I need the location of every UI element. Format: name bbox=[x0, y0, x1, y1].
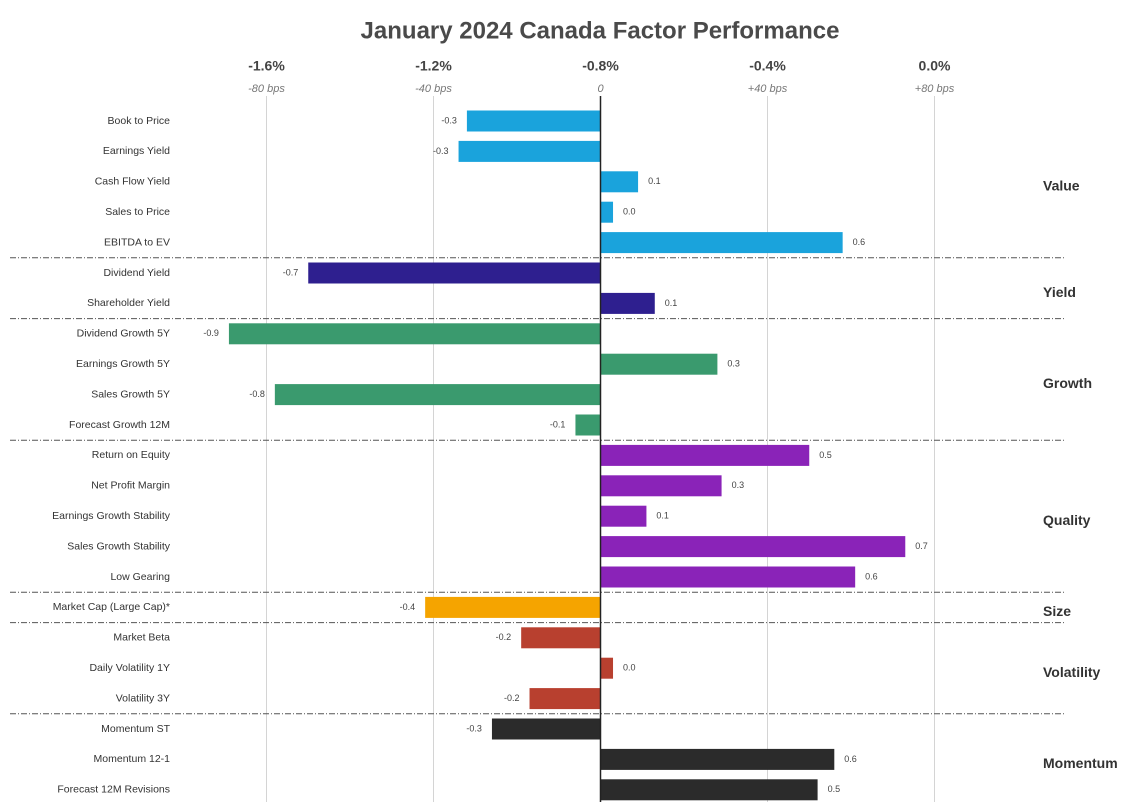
value-label: -0.2 bbox=[504, 693, 520, 703]
category-label: Market Cap (Large Cap)* bbox=[53, 601, 170, 613]
value-label: -0.3 bbox=[441, 115, 457, 125]
x-tick-label: 0.0% bbox=[919, 58, 951, 74]
group-label: Growth bbox=[1043, 375, 1092, 391]
x-tick-sublabel: -40 bps bbox=[415, 83, 452, 95]
value-label: -0.2 bbox=[496, 632, 512, 642]
category-label: Volatility 3Y bbox=[116, 692, 170, 704]
category-label: Shareholder Yield bbox=[87, 297, 170, 309]
bar bbox=[600, 232, 843, 254]
bar bbox=[600, 292, 655, 314]
value-label: -0.1 bbox=[550, 419, 566, 429]
bar bbox=[600, 171, 639, 193]
bar bbox=[600, 475, 722, 497]
category-label: Earnings Yield bbox=[103, 145, 170, 157]
x-tick-label: -1.6% bbox=[248, 58, 285, 74]
x-tick-sublabel: 0 bbox=[597, 83, 604, 95]
bar bbox=[600, 566, 856, 588]
value-label: 0.1 bbox=[665, 298, 678, 308]
value-label: 0.6 bbox=[853, 237, 866, 247]
bar bbox=[529, 688, 601, 710]
bar bbox=[308, 262, 601, 284]
bar bbox=[521, 627, 601, 649]
x-tick-sublabel: -80 bps bbox=[248, 83, 285, 95]
category-label: Return on Equity bbox=[92, 449, 171, 461]
value-label: 0.0 bbox=[623, 207, 636, 217]
x-tick-sublabel: +40 bps bbox=[748, 83, 788, 95]
bar bbox=[600, 536, 906, 558]
bar bbox=[600, 444, 810, 466]
group-label: Size bbox=[1043, 603, 1071, 619]
x-tick-label: -1.2% bbox=[415, 58, 452, 74]
category-label: Momentum ST bbox=[101, 723, 170, 735]
value-label: 0.6 bbox=[844, 754, 857, 764]
value-label: 0.1 bbox=[648, 176, 661, 186]
category-label: Sales Growth Stability bbox=[67, 540, 170, 552]
value-label: -0.7 bbox=[283, 267, 299, 277]
group-label: Momentum bbox=[1043, 755, 1118, 771]
bar bbox=[600, 748, 835, 770]
value-label: -0.4 bbox=[400, 602, 416, 612]
group-label: Yield bbox=[1043, 284, 1076, 300]
x-tick-label: -0.8% bbox=[582, 58, 619, 74]
category-label: Sales Growth 5Y bbox=[91, 388, 170, 400]
bar bbox=[491, 718, 601, 740]
value-label: -0.3 bbox=[433, 146, 449, 156]
category-label: Dividend Yield bbox=[103, 267, 170, 279]
bar bbox=[600, 353, 718, 375]
category-label: Earnings Growth 5Y bbox=[76, 358, 170, 370]
category-label: Forecast Growth 12M bbox=[69, 419, 170, 431]
value-label: 0.0 bbox=[623, 663, 636, 673]
value-label: -0.3 bbox=[466, 723, 482, 733]
value-label: -0.8 bbox=[249, 389, 265, 399]
category-label: Momentum 12-1 bbox=[94, 753, 171, 765]
bar bbox=[600, 657, 614, 679]
bar bbox=[466, 110, 601, 132]
value-label: 0.5 bbox=[828, 784, 841, 794]
bar bbox=[458, 140, 601, 162]
chart-title: January 2024 Canada Factor Performance bbox=[361, 17, 840, 44]
category-label: Daily Volatility 1Y bbox=[89, 662, 170, 674]
category-label: Dividend Growth 5Y bbox=[77, 328, 170, 340]
value-label: 0.7 bbox=[915, 541, 928, 551]
value-label: 0.5 bbox=[819, 450, 832, 460]
x-tick-sublabel: +80 bps bbox=[915, 83, 955, 95]
category-label: Net Profit Margin bbox=[91, 480, 170, 492]
category-label: Low Gearing bbox=[110, 571, 170, 583]
category-label: Book to Price bbox=[108, 115, 171, 127]
bar bbox=[274, 384, 601, 406]
bar bbox=[228, 323, 601, 345]
group-label: Volatility bbox=[1043, 664, 1101, 680]
bar bbox=[425, 596, 601, 618]
value-label: 0.6 bbox=[865, 571, 878, 581]
value-label: 0.3 bbox=[732, 480, 745, 490]
category-label: EBITDA to EV bbox=[104, 236, 170, 248]
x-tick-label: -0.4% bbox=[749, 58, 786, 74]
category-label: Cash Flow Yield bbox=[95, 176, 170, 188]
group-label: Quality bbox=[1043, 512, 1091, 528]
category-label: Market Beta bbox=[113, 632, 170, 644]
value-label: -0.9 bbox=[203, 328, 219, 338]
category-label: Forecast 12M Revisions bbox=[57, 784, 170, 796]
value-label: 0.3 bbox=[727, 359, 740, 369]
category-label: Sales to Price bbox=[105, 206, 170, 218]
value-label: 0.1 bbox=[656, 511, 669, 521]
bar bbox=[600, 505, 647, 527]
bar bbox=[600, 201, 614, 223]
group-label: Value bbox=[1043, 178, 1080, 194]
bar bbox=[600, 779, 818, 801]
category-label: Earnings Growth Stability bbox=[52, 510, 171, 522]
bar bbox=[575, 414, 601, 436]
